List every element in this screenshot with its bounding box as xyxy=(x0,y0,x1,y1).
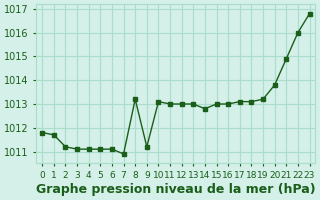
X-axis label: Graphe pression niveau de la mer (hPa): Graphe pression niveau de la mer (hPa) xyxy=(36,183,316,196)
